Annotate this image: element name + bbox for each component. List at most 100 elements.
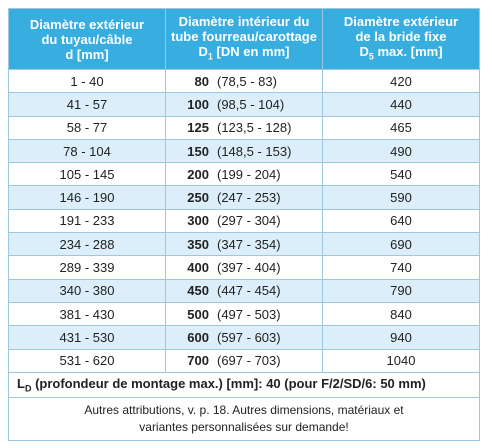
header-subscript: 1 <box>207 51 213 62</box>
inner-diameter: 250 (247 - 253) <box>165 185 323 210</box>
footer-cell: LD (profondeur de montage max.) [mm]: 40… <box>8 371 480 398</box>
data-row: 234 - 288 350 (347 - 354) 690 <box>8 232 480 257</box>
dn-size: 300 <box>187 213 209 229</box>
header-cell: Diamètre extérieur du tuyau/câble d [mm] <box>8 8 166 70</box>
inner-diameter: 200 (199 - 204) <box>165 162 323 187</box>
flange-diameter: 940 <box>322 325 480 350</box>
dn-range: (123,5 - 128) <box>217 120 292 136</box>
note-line: Autres attributions, v. p. 18. Autres di… <box>84 402 404 417</box>
data-row: 381 - 430 500 (497 - 503) 840 <box>8 301 480 327</box>
data-row: 1 - 40 80 (78,5 - 83) 420 <box>8 68 480 94</box>
header-line: tube fourreau/carottage <box>171 28 317 44</box>
data-row: 191 - 233 300 (297 - 304) 640 <box>8 208 480 234</box>
flange-diameter: 420 <box>322 68 480 94</box>
dn-range: (447 - 454) <box>217 283 281 299</box>
outer-diameter: 289 - 339 <box>8 255 166 280</box>
header-symbol: D <box>359 43 369 59</box>
dn-size: 600 <box>187 329 209 345</box>
data-row: 146 - 190 250 (247 - 253) 590 <box>8 185 480 210</box>
dn-range: (199 - 204) <box>217 166 281 182</box>
outer-diameter: 340 - 380 <box>8 278 166 303</box>
inner-diameter: 600 (597 - 603) <box>165 325 323 350</box>
header-row: Diamètre extérieur du tuyau/câble d [mm] Di… <box>8 8 480 70</box>
outer-diameter: 105 - 145 <box>8 162 166 187</box>
flange-diameter: 690 <box>322 232 480 257</box>
dn-size: 500 <box>187 306 209 322</box>
outer-diameter: 531 - 620 <box>8 348 166 373</box>
header-unit: [DN en mm] <box>216 43 290 59</box>
header-subscript: 5 <box>368 51 374 62</box>
outer-diameter: 1 - 40 <box>8 68 166 94</box>
data-row: 58 - 77 125 (123,5 - 128) 465 <box>8 115 480 140</box>
dn-size: 450 <box>187 283 209 299</box>
header-unit: max. [mm] <box>377 43 443 59</box>
footer-subscript: D <box>24 383 32 394</box>
header-line: d [mm] <box>65 46 109 62</box>
inner-diameter: 300 (297 - 304) <box>165 208 323 234</box>
dn-range: (148,5 - 153) <box>217 143 292 159</box>
data-row: 531 - 620 700 (697 - 703) 1040 <box>8 348 480 373</box>
outer-diameter: 431 - 530 <box>8 325 166 350</box>
inner-diameter: 80 (78,5 - 83) <box>165 68 323 94</box>
flange-diameter: 640 <box>322 208 480 234</box>
flange-diameter: 540 <box>322 162 480 187</box>
outer-diameter: 78 - 104 <box>8 138 166 164</box>
flange-diameter: 790 <box>322 278 480 303</box>
footer-symbol: L <box>17 376 25 392</box>
outer-diameter: 234 - 288 <box>8 232 166 257</box>
header-line: du tuyau/câble <box>41 31 133 47</box>
note-cell: Autres attributions, v. p. 18. Autres di… <box>8 396 480 441</box>
dn-size: 400 <box>187 260 209 276</box>
dn-range: (297 - 304) <box>217 213 281 229</box>
header-cell: Diamètre intérieur du tube fourreau/carot… <box>165 8 323 70</box>
inner-diameter: 400 (397 - 404) <box>165 255 323 280</box>
dn-range: (78,5 - 83) <box>217 73 277 89</box>
note-row: Autres attributions, v. p. 18. Autres di… <box>8 396 480 441</box>
dn-size: 100 <box>187 96 209 112</box>
dn-size: 80 <box>194 73 209 89</box>
note-line: variantes personnalisées sur demande! <box>139 419 349 434</box>
flange-diameter: 740 <box>322 255 480 280</box>
inner-diameter: 700 (697 - 703) <box>165 348 323 373</box>
header-line: de la bride fixe <box>355 28 447 44</box>
footer-text: (profondeur de montage max.) [mm]: 40 (p… <box>35 376 426 392</box>
flange-diameter: 440 <box>322 92 480 117</box>
outer-diameter: 58 - 77 <box>8 115 166 140</box>
dn-range: (697 - 703) <box>217 353 281 369</box>
header-line: Diamètre extérieur <box>29 16 145 32</box>
dn-range: (247 - 253) <box>217 190 281 206</box>
dn-size: 200 <box>187 166 209 182</box>
flange-diameter: 590 <box>322 185 480 210</box>
dn-size: 700 <box>187 353 209 369</box>
dimension-table: Diamètre extérieur du tuyau/câble d [mm] Di… <box>8 8 480 441</box>
dn-range: (397 - 404) <box>217 260 281 276</box>
outer-diameter: 191 - 233 <box>8 208 166 234</box>
dn-size: 350 <box>187 236 209 252</box>
data-row: 289 - 339 400 (397 - 404) 740 <box>8 255 480 280</box>
inner-diameter: 125 (123,5 - 128) <box>165 115 323 140</box>
header-line: Diamètre intérieur du <box>178 13 310 29</box>
data-row: 105 - 145 200 (199 - 204) 540 <box>8 162 480 187</box>
dn-range: (597 - 603) <box>217 329 281 345</box>
dn-range: (347 - 354) <box>217 236 281 252</box>
data-row: 340 - 380 450 (447 - 454) 790 <box>8 278 480 303</box>
data-row: 78 - 104 150 (148,5 - 153) 490 <box>8 138 480 164</box>
dn-range: (98,5 - 104) <box>217 96 285 112</box>
footer-row: LD (profondeur de montage max.) [mm]: 40… <box>8 371 480 398</box>
dn-size: 250 <box>187 190 209 206</box>
outer-diameter: 381 - 430 <box>8 301 166 327</box>
header-cell: Diamètre extérieur de la bride fixe D5 max… <box>322 8 480 70</box>
header-symbol: D <box>198 43 208 59</box>
flange-diameter: 840 <box>322 301 480 327</box>
outer-diameter: 41 - 57 <box>8 92 166 117</box>
inner-diameter: 350 (347 - 354) <box>165 232 323 257</box>
outer-diameter: 146 - 190 <box>8 185 166 210</box>
header-line: Diamètre extérieur <box>343 13 459 29</box>
inner-diameter: 500 (497 - 503) <box>165 301 323 327</box>
inner-diameter: 450 (447 - 454) <box>165 278 323 303</box>
data-row: 41 - 57 100 (98,5 - 104) 440 <box>8 92 480 117</box>
data-row: 431 - 530 600 (597 - 603) 940 <box>8 325 480 350</box>
inner-diameter: 150 (148,5 - 153) <box>165 138 323 164</box>
flange-diameter: 490 <box>322 138 480 164</box>
dn-range: (497 - 503) <box>217 306 281 322</box>
